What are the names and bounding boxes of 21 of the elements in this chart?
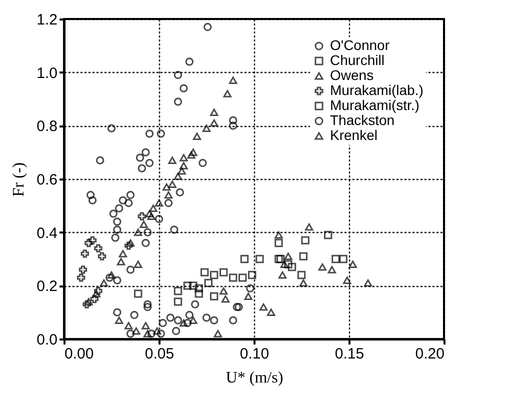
y-tick-label: 0.8 [36, 118, 58, 136]
x-axis-title: U* (m/s) [226, 370, 284, 386]
y-tick-label: 1.2 [36, 12, 58, 28]
legend-label: Murakami(str.) [330, 97, 420, 113]
x-tick-label: 0.20 [415, 346, 444, 362]
legend-label: Owens [330, 67, 374, 83]
y-axis-title: Fr (-) [10, 162, 28, 197]
x-tick-label: 0.00 [64, 346, 94, 362]
legend-label: Churchill [330, 52, 384, 68]
y-tick-label: 0.2 [36, 278, 58, 296]
x-tick-label: 0.10 [240, 346, 270, 362]
y-tick-label: 0.4 [36, 224, 58, 242]
legend-label: Murakami(lab.) [330, 82, 424, 98]
y-tick-label: 0.6 [36, 172, 58, 188]
y-tick-label: 0.0 [36, 332, 58, 348]
legend-label: O'Connor [330, 37, 390, 53]
x-tick-label: 0.15 [334, 346, 364, 362]
legend-label: Krenkel [330, 127, 378, 143]
x-tick-label: 0.05 [144, 346, 174, 362]
y-tick-label: 1.0 [36, 64, 58, 82]
legend-label: Thackston [330, 112, 395, 128]
